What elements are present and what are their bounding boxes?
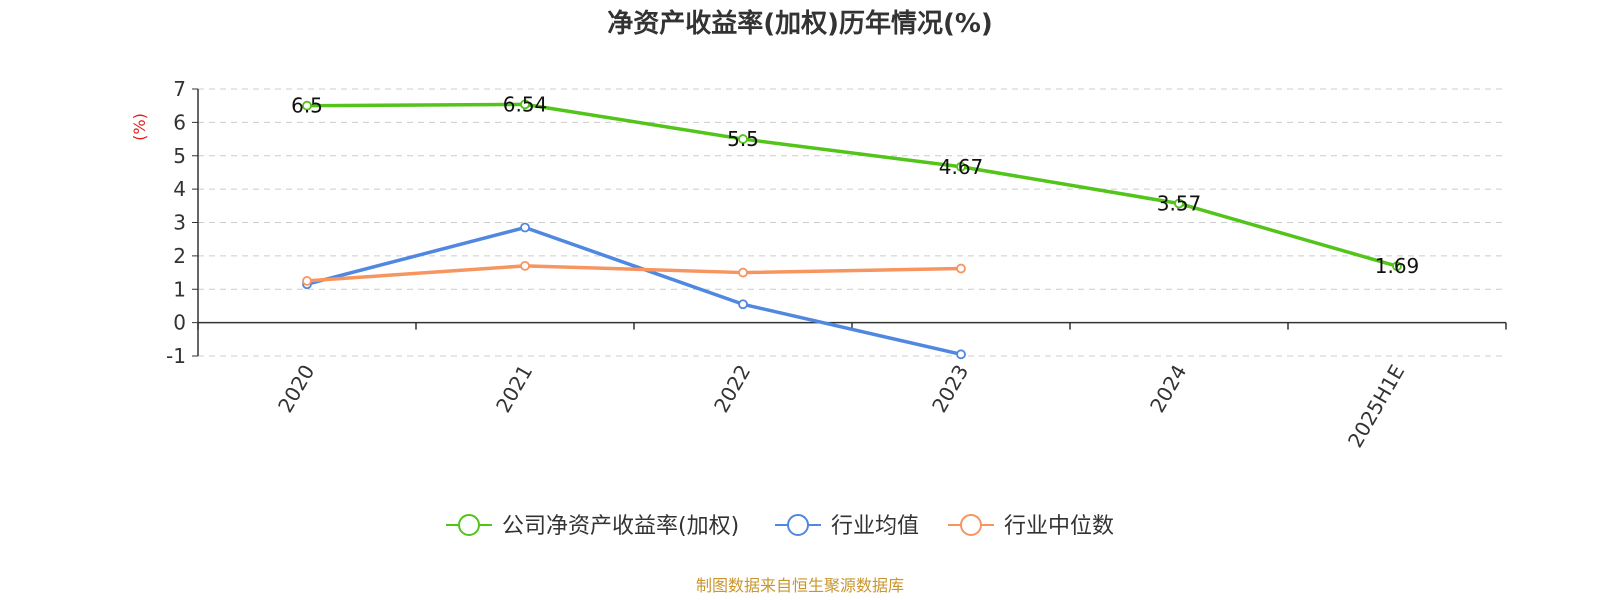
data-label: 6.54 [503,92,548,116]
data-label: 6.5 [291,94,323,118]
data-point [738,134,748,144]
legend-item[interactable]: 公司净资产收益率(加权) [446,514,739,539]
data-point [956,263,966,274]
data-point [520,222,530,233]
chart-title: 净资产收益率(加权)历年情况(%) [607,8,993,39]
data-labels: 6.5 6.54 5.5 4.67 3.57 1.69 [291,92,1419,278]
legend-item[interactable]: 行业中位数 [948,514,1114,539]
series-group [302,99,1402,360]
legend-item[interactable]: 行业均值 [775,514,919,539]
y-tick-label: 4 [173,177,186,201]
data-point [302,100,312,111]
data-source-note: 制图数据来自恒生聚源数据库 [696,576,904,595]
x-tick-label: 2024 [1145,361,1191,417]
data-point [1392,261,1402,272]
y-tick-label: 2 [173,244,186,268]
legend[interactable]: 公司净资产收益率(加权) 行业均值 行业中位数 [446,514,1114,539]
y-tick-label: 7 [173,77,186,101]
x-tick-label: 2022 [709,361,755,417]
axes: -1 0 1 2 3 4 5 6 7 2020 2021 2022 2023 2024 2025H1E [166,77,1507,452]
y-tick-label: 3 [173,211,186,235]
x-tick-label: 2025H1E [1343,361,1409,452]
series-line [306,225,962,357]
y-tick-label: 5 [173,144,186,168]
data-point [520,260,530,271]
data-point [302,276,312,286]
y-tick-label: 6 [173,110,186,134]
x-tick-label: 2021 [491,361,537,417]
data-label: 4.67 [939,155,984,179]
data-point [1174,198,1184,209]
data-label: 5.5 [727,127,759,151]
series-line [306,102,1398,268]
grid-lines [198,88,1506,357]
data-point [738,267,748,278]
y-tick-label: -1 [166,344,186,368]
legend-circle-icon [960,514,982,536]
legend-label: 行业均值 [831,514,919,539]
x-tick-label: 2023 [927,361,973,417]
data-point [956,349,966,360]
data-point [956,161,966,172]
legend-label: 公司净资产收益率(加权) [502,514,739,539]
x-tick-label: 2020 [273,361,319,417]
y-tick-label: 0 [173,311,186,335]
data-label: 1.69 [1375,254,1420,278]
legend-label: 行业中位数 [1004,514,1114,539]
y-axis-label: (%) [130,113,149,141]
data-point [520,99,530,110]
legend-circle-icon [458,514,480,536]
data-point [738,299,748,310]
data-label: 3.57 [1157,191,1202,215]
series-line [306,264,962,283]
y-tick-label: 1 [173,277,186,301]
legend-circle-icon [787,514,809,536]
